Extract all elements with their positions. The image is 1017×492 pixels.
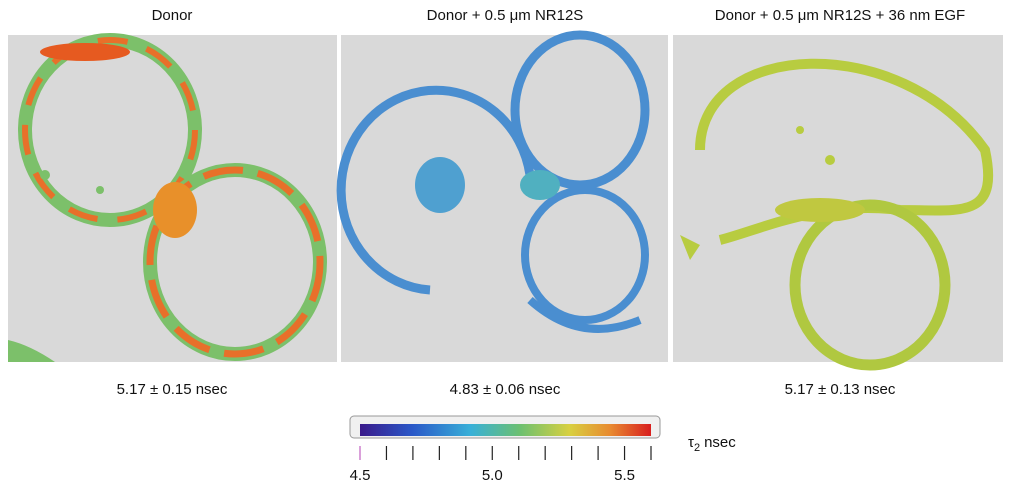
colorbar bbox=[360, 424, 651, 436]
image-panel bbox=[673, 35, 1003, 365]
colorbar-unit: nsec bbox=[704, 434, 736, 451]
tick-label: 5.0 bbox=[482, 467, 503, 484]
figure: Donor Donor + 0.5 μm NR12S Donor + 0.5 μ… bbox=[0, 0, 1017, 487]
image-panel bbox=[341, 35, 668, 362]
tick-label: 5.5 bbox=[614, 467, 635, 484]
lifetime-label: 5.17 ± 0.15 nsec bbox=[117, 381, 228, 398]
panel-title: Donor + 0.5 μm NR12S bbox=[427, 7, 584, 24]
lifetime-label: 5.17 ± 0.13 nsec bbox=[785, 381, 896, 398]
panel-title: Donor bbox=[152, 7, 193, 24]
colorbar-ticks: 4.5 5.0 5.5 bbox=[350, 446, 651, 484]
image-panel bbox=[8, 35, 337, 362]
tick-label: 4.5 bbox=[350, 467, 371, 484]
panel-title: Donor + 0.5 μm NR12S + 36 nm EGF bbox=[715, 7, 965, 24]
lifetime-label: 4.83 ± 0.06 nsec bbox=[450, 381, 561, 398]
colorbar-subscript: 2 bbox=[694, 442, 700, 454]
